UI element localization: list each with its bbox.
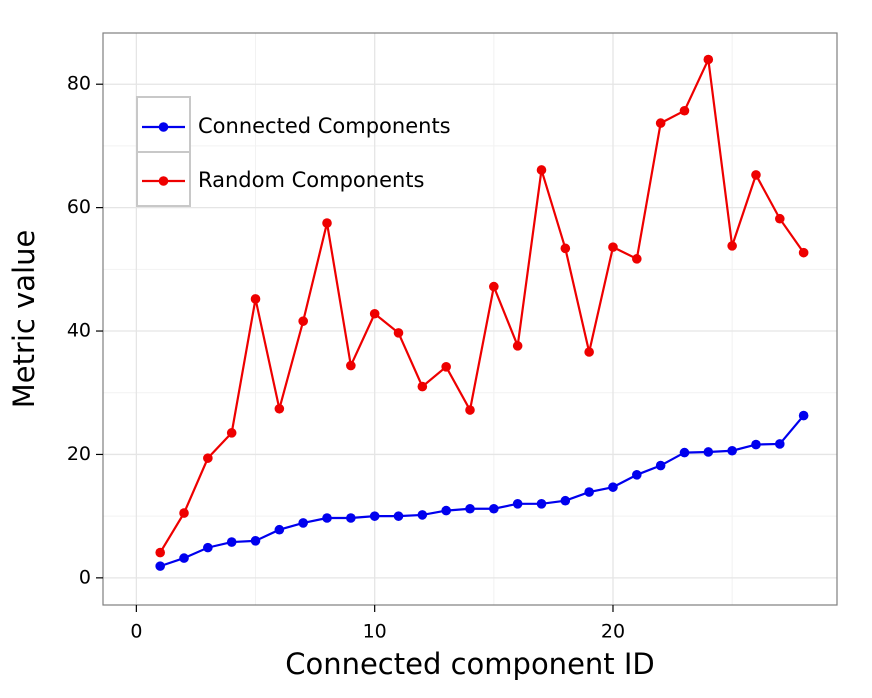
y-tick-label: 60: [67, 196, 91, 218]
data-point: [798, 247, 809, 258]
data-point: [679, 105, 690, 116]
data-point: [155, 547, 165, 558]
data-point: [608, 482, 618, 492]
data-point: [560, 495, 571, 506]
data-point: [393, 511, 404, 521]
data-point: [751, 170, 761, 180]
data-point: [250, 294, 261, 304]
data-point: [393, 328, 404, 338]
data-point: [775, 439, 785, 449]
data-point: [155, 561, 165, 571]
data-point: [489, 281, 499, 292]
data-point: [179, 553, 189, 563]
data-point: [298, 518, 308, 528]
data-point: [274, 403, 285, 414]
data-point: [203, 453, 213, 463]
data-point: [417, 510, 428, 520]
y-tick-label: 40: [67, 320, 91, 342]
data-point: [346, 513, 356, 523]
data-point: [465, 405, 475, 415]
data-point: [798, 410, 809, 421]
y-tick-label: 80: [67, 73, 91, 95]
series-line: [159, 55, 805, 554]
data-point: [369, 308, 380, 319]
data-point: [322, 218, 332, 228]
data-point: [441, 505, 451, 516]
data-point: [346, 360, 356, 371]
legend-label: Random Components: [198, 168, 424, 192]
data-point: [584, 347, 594, 357]
data-point: [203, 542, 213, 553]
data-point: [226, 428, 237, 438]
data-point: [536, 499, 547, 509]
data-point: [584, 487, 594, 497]
data-point: [751, 439, 761, 450]
data-point: [417, 381, 428, 392]
legend-label: Connected Components: [198, 114, 451, 138]
data-point: [727, 241, 737, 251]
data-point: [369, 511, 380, 521]
data-point: [179, 508, 189, 518]
data-point: [632, 254, 642, 264]
legend-marker: [158, 122, 169, 132]
x-tick-label: 0: [130, 621, 142, 643]
data-point: [703, 54, 714, 65]
data-point: [727, 445, 737, 456]
data-point: [322, 513, 332, 523]
data-point: [655, 118, 666, 128]
data-point: [608, 242, 618, 252]
legend-marker: [158, 176, 169, 186]
data-point: [679, 447, 690, 458]
data-point: [226, 537, 237, 547]
data-point: [441, 362, 451, 372]
data-point: [512, 341, 523, 351]
x-tick-label: 10: [363, 621, 387, 643]
data-point: [512, 499, 523, 509]
x-axis-label: Connected component ID: [285, 647, 655, 681]
data-point: [465, 503, 475, 514]
y-tick-label: 20: [67, 443, 91, 465]
data-point: [536, 165, 547, 175]
legend: Connected Components Random Components: [136, 96, 451, 207]
data-point: [775, 213, 785, 224]
data-point: [250, 536, 261, 546]
data-point: [632, 470, 642, 480]
data-point: [655, 460, 666, 471]
data-point: [703, 447, 714, 457]
y-tick-label: 0: [79, 566, 91, 588]
y-axis-label: Metric value: [7, 230, 41, 409]
data-point: [560, 243, 571, 254]
x-tick-label: 20: [601, 621, 625, 643]
data-point: [298, 316, 308, 326]
data-point: [274, 524, 285, 535]
data-point: [489, 503, 499, 514]
series-line: [159, 414, 805, 568]
plot-border: [102, 32, 838, 606]
